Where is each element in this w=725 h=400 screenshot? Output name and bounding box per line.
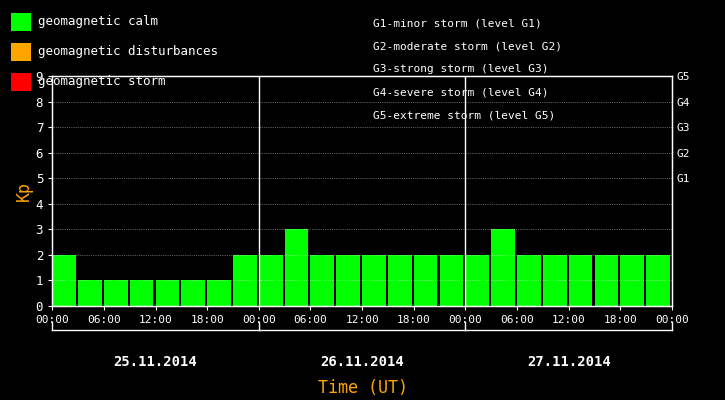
Text: G3-strong storm (level G3): G3-strong storm (level G3) (373, 64, 549, 74)
Bar (439, 255, 463, 306)
Bar (672, 255, 696, 306)
Text: 27.11.2014: 27.11.2014 (527, 355, 610, 369)
Text: geomagnetic calm: geomagnetic calm (38, 16, 158, 28)
Bar (646, 255, 670, 306)
Bar (517, 255, 541, 306)
Bar (414, 255, 437, 306)
Bar (492, 229, 515, 306)
Text: 26.11.2014: 26.11.2014 (320, 355, 404, 369)
Bar (104, 280, 128, 306)
Text: G4-severe storm (level G4): G4-severe storm (level G4) (373, 88, 549, 98)
Text: geomagnetic storm: geomagnetic storm (38, 76, 165, 88)
Bar (52, 255, 76, 306)
Bar (594, 255, 618, 306)
Text: 25.11.2014: 25.11.2014 (114, 355, 197, 369)
Text: G2-moderate storm (level G2): G2-moderate storm (level G2) (373, 41, 563, 51)
Bar (259, 255, 283, 306)
Y-axis label: Kp: Kp (15, 181, 33, 201)
Text: geomagnetic disturbances: geomagnetic disturbances (38, 46, 218, 58)
Bar (543, 255, 567, 306)
Text: G1-minor storm (level G1): G1-minor storm (level G1) (373, 18, 542, 28)
Bar (78, 280, 102, 306)
Bar (155, 280, 179, 306)
Bar (465, 255, 489, 306)
Bar (568, 255, 592, 306)
Bar (621, 255, 644, 306)
Text: G5-extreme storm (level G5): G5-extreme storm (level G5) (373, 111, 555, 121)
Bar (181, 280, 205, 306)
Bar (336, 255, 360, 306)
Bar (310, 255, 334, 306)
Bar (207, 280, 231, 306)
Bar (388, 255, 412, 306)
Bar (285, 229, 308, 306)
Text: Time (UT): Time (UT) (318, 379, 407, 397)
Bar (130, 280, 154, 306)
Bar (362, 255, 386, 306)
Bar (233, 255, 257, 306)
